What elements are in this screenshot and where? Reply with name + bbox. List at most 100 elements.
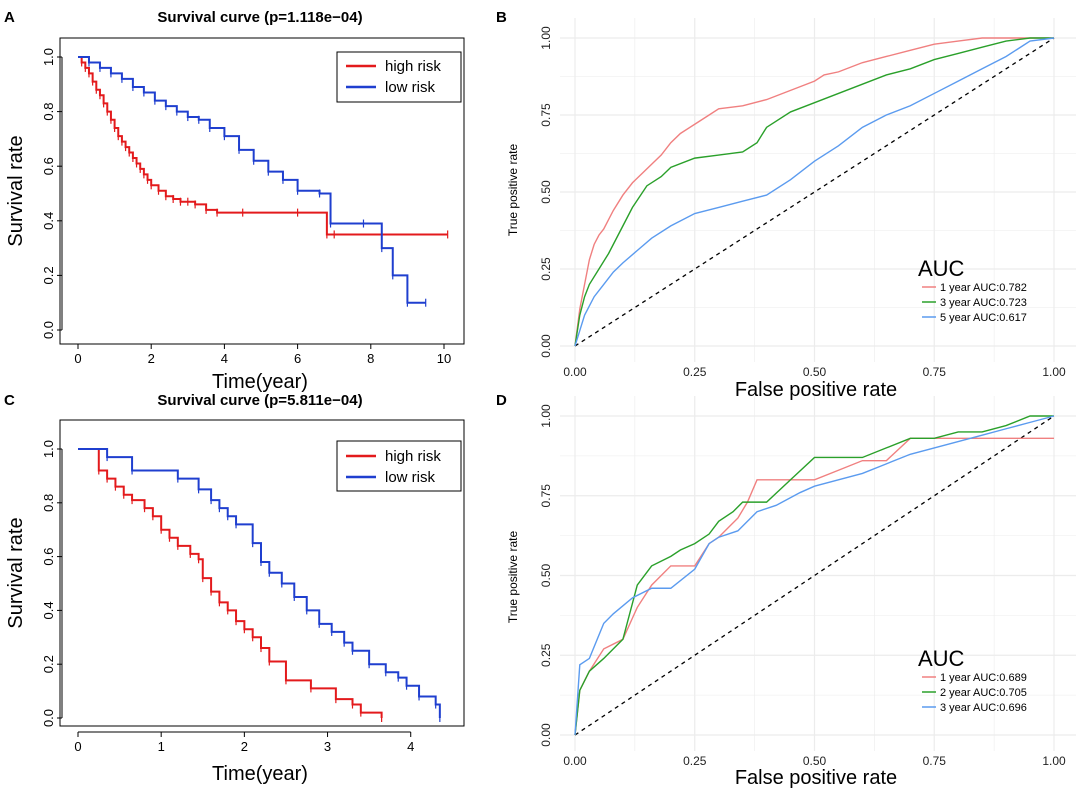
- km-a-ytick-label: 0.0: [41, 321, 56, 339]
- roc-b-ytick-label: 1.00: [539, 26, 553, 50]
- km-a-ticks: 0 2 4 6 8 10 0.0 0.2 0.4 0.6 0.8 1.0: [41, 48, 451, 366]
- roc-b-ytick-label: 0.75: [539, 103, 553, 127]
- km-a-xtick-label: 2: [148, 351, 155, 366]
- km-c-legend-box: [336, 440, 462, 492]
- roc-d-xtick-label: 0.00: [563, 754, 587, 768]
- km-c-legend-low-risk: low risk: [385, 469, 436, 486]
- roc-b-legend: AUC 1 year AUC:0.782 3 year AUC:0.723 5 …: [918, 256, 1027, 324]
- roc-b-reference-diagonal: [574, 37, 1055, 347]
- roc-b-ytick-label: 0.50: [539, 180, 553, 204]
- km-a-ytick-label: 1.0: [41, 48, 56, 66]
- km-c-ticks: 0 1 2 3 4 0.0 0.2 0.4 0.6 0.8 1.0: [41, 440, 414, 754]
- km-a-ytick-label: 0.8: [41, 103, 56, 121]
- roc-b-legend-3: 5 year AUC:0.617: [940, 312, 1027, 324]
- km-c-xtick-label: 0: [74, 739, 81, 754]
- km-a-ytick-label: 0.6: [41, 157, 56, 175]
- roc-b-ytick-label: 0.00: [539, 334, 553, 358]
- km-a-xtick-label: 8: [367, 351, 374, 366]
- roc-b-ytick-label: 0.25: [539, 257, 553, 281]
- panel-c-km-chart: Survival curve (p=5.811e−04) 0 1 2 3 4 0.0 0.2…: [5, 392, 465, 785]
- roc-d-xlabel: False positive rate: [735, 767, 897, 789]
- roc-d-auc-title: AUC: [918, 646, 965, 671]
- roc-d-legend-3: 3 year AUC:0.696: [940, 702, 1027, 714]
- roc-d-xtick-label: 1.00: [1042, 754, 1066, 768]
- km-a-legend: high risk low risk: [336, 51, 462, 103]
- roc-d-ytick-label: 0.50: [539, 563, 553, 587]
- roc-d-xtick-label: 0.75: [923, 754, 947, 768]
- roc-d-ylabel: True positive rate: [506, 531, 520, 624]
- km-a-title: Survival curve (p=1.118e−04): [157, 9, 362, 26]
- roc-b-xtick-label: 1.00: [1042, 365, 1066, 379]
- panel-b-roc-chart: 0.00 0.25 0.50 0.75 1.00 0.00 0.25 0.50 0.75 1.00…: [506, 18, 1078, 401]
- roc-d-legend: AUC 1 year AUC:0.689 2 year AUC:0.705 3 …: [918, 646, 1027, 714]
- panel-d-roc-chart: 0.00 0.25 0.50 0.75 1.00 0.00 0.25 0.50 0.75 1.00…: [506, 396, 1078, 789]
- km-c-legend-high-risk: high risk: [385, 448, 441, 465]
- roc-d-ytick-label: 0.25: [539, 643, 553, 667]
- roc-b-series-1-line: [574, 37, 1054, 347]
- km-c-ytick-label: 1.0: [41, 440, 56, 458]
- panel-letter-d: D: [496, 392, 507, 409]
- roc-b-xtick-label: 0.50: [803, 365, 827, 379]
- panel-letter-b: B: [496, 9, 507, 26]
- roc-d-series-3-line: [574, 415, 1055, 736]
- km-c-xtick-label: 3: [324, 739, 331, 754]
- km-a-xtick-label: 0: [74, 351, 81, 366]
- km-c-ytick-label: 0.6: [41, 548, 56, 566]
- km-c-title: Survival curve (p=5.811e−04): [157, 392, 362, 409]
- panel-a-km-chart: Survival curve (p=1.118e−04) 0 2 4 6 8 100.00…: [5, 9, 465, 393]
- roc-d-xtick-label: 0.50: [803, 754, 827, 768]
- roc-d-ytick-label: 0.75: [539, 484, 553, 508]
- roc-b-series-3-line: [574, 37, 1055, 347]
- roc-b-plot-bg: [560, 18, 1078, 362]
- roc-d-series-2-line: [574, 415, 1054, 736]
- roc-b-series: [574, 37, 1055, 347]
- roc-b-ylabel: True positive rate: [506, 144, 520, 237]
- km-c-series: [78, 448, 441, 722]
- roc-b-series-2-line: [574, 37, 1054, 347]
- km-c-ytick-label: 0.2: [41, 655, 56, 673]
- roc-d-xtick-label: 0.25: [683, 754, 707, 768]
- panel-letter-c: C: [4, 392, 15, 409]
- km-a-xtick-label: 6: [294, 351, 301, 366]
- km-c-xtick-label: 1: [158, 739, 165, 754]
- km-a-ytick-label: 0.2: [41, 266, 56, 284]
- km-c-legend: high risk low risk: [336, 440, 462, 492]
- roc-b-auc-title: AUC: [918, 256, 965, 281]
- km-a-ytick-label: 0.4: [41, 212, 56, 230]
- km-c-xlabel: Time(year): [212, 763, 308, 785]
- km-c-ytick-label: 0.4: [41, 601, 56, 619]
- roc-b-xtick-label: 0.25: [683, 365, 707, 379]
- roc-d-ticks: 0.00 0.25 0.50 0.75 1.00 0.00 0.25 0.50 0.75 1.00: [539, 404, 1066, 768]
- roc-b-grid: [560, 18, 1076, 362]
- km-a-legend-high-risk: high risk: [385, 58, 441, 75]
- km-c-plot-box: [59, 419, 465, 727]
- km-c-xtick-label: 4: [407, 739, 414, 754]
- km-c-series-high-risk-line: [78, 448, 383, 718]
- roc-d-ytick-label: 1.00: [539, 404, 553, 428]
- km-c-xtick-label: 2: [241, 739, 248, 754]
- km-a-xtick-label: 4: [221, 351, 228, 366]
- km-a-series: [78, 56, 449, 307]
- roc-d-ytick-label: 0.00: [539, 723, 553, 747]
- km-a-xtick-label: 10: [437, 351, 451, 366]
- panel-letter-a: A: [4, 9, 15, 26]
- roc-d-grid: [560, 396, 1076, 751]
- roc-d-series: [574, 415, 1055, 736]
- roc-b-xtick-label: 0.75: [923, 365, 947, 379]
- km-a-xlabel: Time(year): [212, 371, 308, 393]
- roc-b-legend-1: 1 year AUC:0.782: [940, 282, 1027, 294]
- roc-d-legend-1: 1 year AUC:0.689: [940, 672, 1027, 684]
- km-a-legend-low-risk: low risk: [385, 79, 436, 96]
- km-a-legend-box: [336, 51, 462, 103]
- roc-b-ticks: 0.00 0.25 0.50 0.75 1.00 0.00 0.25 0.50 0.75 1.00: [539, 26, 1066, 379]
- roc-b-xtick-label: 0.00: [563, 365, 587, 379]
- roc-b-xlabel: False positive rate: [735, 379, 897, 401]
- roc-b-legend-2: 3 year AUC:0.723: [940, 297, 1027, 309]
- km-a-ylabel: Survival rate: [5, 135, 27, 246]
- roc-d-plot-bg: [560, 405, 1078, 749]
- roc-d-legend-2: 2 year AUC:0.705: [940, 687, 1027, 699]
- km-c-ytick-label: 0.0: [41, 709, 56, 727]
- km-c-ytick-label: 0.8: [41, 494, 56, 512]
- km-c-ylabel: Survival rate: [5, 517, 27, 628]
